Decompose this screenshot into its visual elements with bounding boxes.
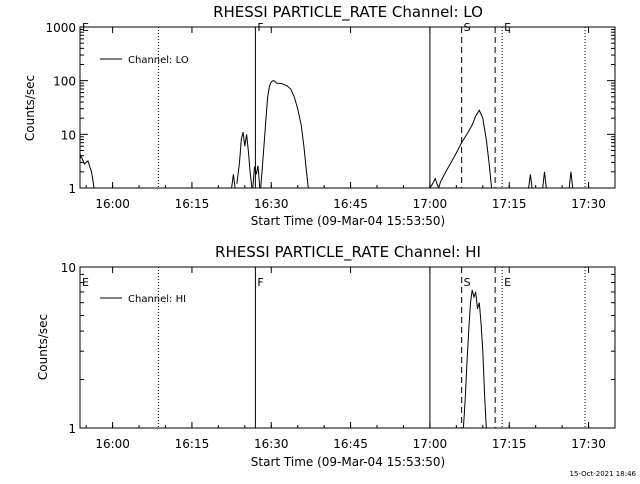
lo-series-line — [260, 80, 309, 189]
lo-x-tick-label: 17:30 — [571, 197, 606, 211]
hi-x-tick-label: 17:00 — [413, 437, 448, 451]
lo-series-line — [438, 109, 493, 189]
lo-y-tick-label: 10 — [61, 128, 76, 142]
hi-chart-marks: 16:00 16:15 16:30 16:45 17:00 17:15 17:30 1 10 E F… — [61, 261, 616, 451]
hi-event-marker-label: E — [82, 276, 89, 289]
hi-y-tick-label: 10 — [61, 261, 76, 275]
lo-series-line — [568, 171, 574, 189]
lo-series-line — [231, 174, 236, 189]
lo-series-line — [528, 174, 533, 189]
hi-plot-frame — [79, 266, 616, 429]
hi-x-tick-label: 16:00 — [95, 437, 130, 451]
lo-event-marker-label: E — [82, 21, 89, 34]
lo-chart-marks: 16:00 16:15 16:30 16:45 17:00 17:15 17:30 1 10 10… — [45, 21, 616, 211]
lo-series-line — [236, 131, 253, 189]
lo-y-tick-label: 100 — [53, 75, 76, 89]
hi-legend-label: Channel: HI — [128, 294, 186, 305]
hi-x-axis-label: Start Time (09-Mar-04 15:53:50) — [251, 455, 445, 469]
lo-series-line — [79, 154, 95, 189]
hi-chart-title: RHESSI PARTICLE_RATE Channel: HI — [215, 243, 481, 262]
hi-x-tick-label: 16:45 — [333, 437, 368, 451]
lo-x-tick-label: 16:00 — [95, 197, 130, 211]
lo-y-axis-label: Counts/sec — [23, 75, 37, 141]
lo-x-tick-label: 17:00 — [413, 197, 448, 211]
hi-series-line — [462, 289, 487, 429]
hi-event-marker-label: F — [257, 276, 263, 289]
lo-event-marker-label: F — [257, 21, 263, 34]
lo-y-tick-label: 1000 — [45, 21, 76, 35]
lo-series-line — [252, 165, 261, 189]
generated-timestamp: 15-Oct-2021 18:46 — [570, 470, 637, 478]
hi-y-axis-label: Counts/sec — [36, 314, 50, 380]
hi-event-marker-label: E — [504, 276, 511, 289]
hi-channel-panel: RHESSI PARTICLE_RATE Channel: HI 16:00 16… — [36, 243, 616, 469]
lo-x-tick-label: 16:30 — [254, 197, 289, 211]
lo-y-tick-label: 1 — [68, 182, 76, 196]
hi-event-marker-label: S — [464, 276, 471, 289]
lo-event-marker-label: S — [464, 21, 471, 34]
lo-channel-panel: RHESSI PARTICLE_RATE Channel: LO 16:00 16… — [23, 3, 616, 228]
hi-x-tick-label: 17:30 — [571, 437, 606, 451]
hi-x-tick-label: 16:15 — [175, 437, 210, 451]
lo-plot-frame — [79, 26, 616, 189]
lo-x-tick-label: 16:15 — [175, 197, 210, 211]
lo-series-line — [429, 177, 440, 189]
hi-x-tick-label: 17:15 — [492, 437, 527, 451]
lo-x-tick-label: 17:15 — [492, 197, 527, 211]
lo-x-tick-label: 16:45 — [333, 197, 368, 211]
lo-legend-label: Channel: LO — [128, 55, 189, 66]
lo-x-axis-label: Start Time (09-Mar-04 15:53:50) — [251, 214, 445, 228]
hi-x-tick-label: 16:30 — [254, 437, 289, 451]
hi-y-tick-label: 1 — [68, 422, 76, 436]
lo-series-line — [542, 171, 547, 189]
lo-chart-title: RHESSI PARTICLE_RATE Channel: LO — [213, 3, 483, 22]
lo-event-marker-label: E — [504, 21, 511, 34]
